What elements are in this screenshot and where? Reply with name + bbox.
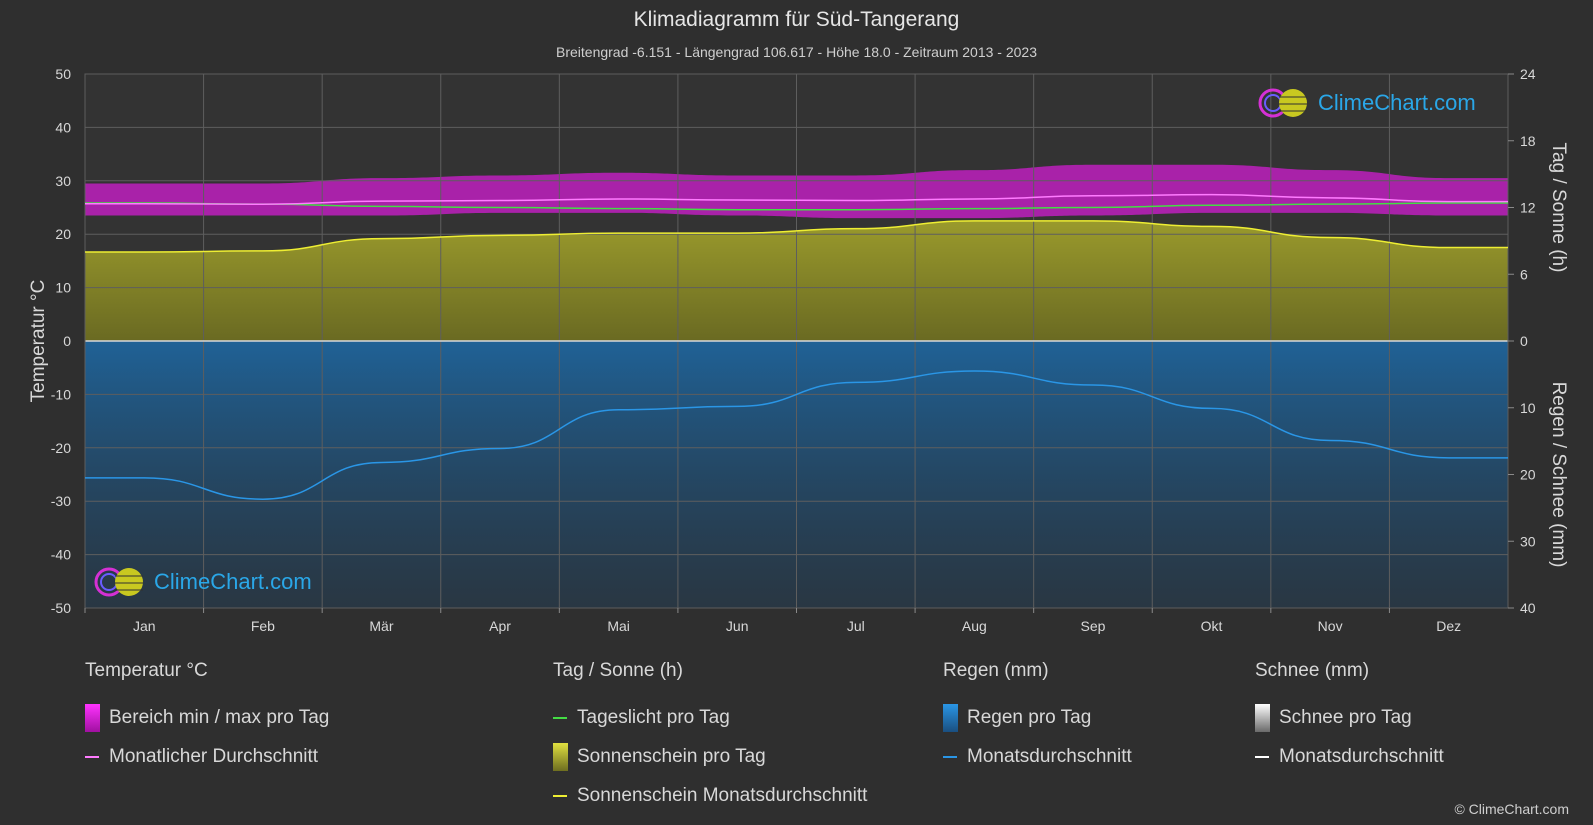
y-tick-label-temp: -30 <box>51 493 71 509</box>
y-tick-label-rain: 40 <box>1520 600 1536 616</box>
legend-swatch-sunshine-avg <box>553 794 567 797</box>
logo-text: ClimeChart.com <box>1318 90 1476 115</box>
legend-swatch-temp-range <box>85 703 100 732</box>
y-tick-label-rain: 10 <box>1520 400 1536 416</box>
legend-label: Monatsdurchschnitt <box>1279 745 1444 767</box>
daylight-line <box>85 202 1508 211</box>
climate-chart: 50 40 30 20 10 0 -10 -20 -30 -40 -50 24 18 12 6 0 10 20 30… <box>28 66 1569 634</box>
x-tick-label: Apr <box>489 618 511 634</box>
x-tick-label: Aug <box>962 618 987 634</box>
legend-label: Bereich min / max pro Tag <box>109 706 330 728</box>
legend-item-snow: Schnee pro Tag <box>1255 698 1444 737</box>
legend-heading-snow: Schnee (mm) <box>1255 660 1370 681</box>
legend-item-rain-avg: Monatsdurchschnitt <box>943 737 1132 776</box>
y-tick-label-rain: 30 <box>1520 533 1536 549</box>
legend-item-sunshine-avg: Sonnenschein Monatsdurchschnitt <box>553 776 867 815</box>
logo-bottom-left: ClimeChart.com <box>94 565 312 599</box>
x-tick-label: Mär <box>369 618 393 634</box>
legend-swatch-snow <box>1255 703 1270 732</box>
y-tick-label-temp: 20 <box>55 226 71 242</box>
legend-heading-sun: Tag / Sonne (h) <box>553 660 683 681</box>
y-axis-title-rain: Regen / Schnee (mm) <box>1548 382 1569 568</box>
copyright: © ClimeChart.com <box>1454 801 1569 817</box>
legend: Temperatur °C Bereich min / max pro Tag … <box>0 660 1593 825</box>
legend-snow: Schnee (mm) Schnee pro Tag Monatsdurchsc… <box>1255 660 1444 776</box>
y-tick-label-rain: 20 <box>1520 467 1536 483</box>
legend-label: Monatsdurchschnitt <box>967 745 1132 767</box>
y-tick-label-temp: -20 <box>51 440 71 456</box>
legend-label: Sonnenschein Monatsdurchschnitt <box>577 784 868 806</box>
logo-top-right: ClimeChart.com <box>1258 86 1476 120</box>
sunshine-avg-line <box>85 220 1508 253</box>
y-tick-label-temp: -50 <box>51 600 71 616</box>
legend-heading-temperature: Temperatur °C <box>85 660 208 681</box>
y-axis-title-temp: Temperatur °C <box>28 280 49 403</box>
legend-label: Tageslicht pro Tag <box>577 706 730 728</box>
chart-title: Klimadiagramm für Süd-Tangerang <box>633 8 960 31</box>
legend-swatch-temp-avg <box>85 755 99 758</box>
legend-temperature: Temperatur °C Bereich min / max pro Tag … <box>85 660 329 776</box>
temp-avg-line <box>85 193 1508 206</box>
legend-label: Regen pro Tag <box>967 706 1092 728</box>
legend-item-daylight: Tageslicht pro Tag <box>553 698 867 737</box>
chart-subtitle: Breitengrad -6.151 - Längengrad 106.617 … <box>556 44 1037 60</box>
legend-item-temp-avg: Monatlicher Durchschnitt <box>85 737 329 776</box>
x-tick-label: Dez <box>1436 618 1461 634</box>
legend-sun: Tag / Sonne (h) Tageslicht pro Tag Sonne… <box>553 660 867 815</box>
climechart-logo-icon <box>1258 88 1307 118</box>
x-tick-label: Feb <box>251 618 275 634</box>
y-tick-label-temp: 10 <box>55 280 71 296</box>
climechart-logo-icon <box>94 567 143 597</box>
legend-label: Sonnenschein pro Tag <box>577 745 766 767</box>
y-tick-label-temp: 30 <box>55 173 71 189</box>
y-tick-label-sun: 24 <box>1520 66 1536 82</box>
y-axis-title-sun: Tag / Sonne (h) <box>1548 143 1569 273</box>
y-tick-label-sun: 18 <box>1520 133 1536 149</box>
legend-swatch-daylight <box>553 716 567 719</box>
legend-item-snow-avg: Monatsdurchschnitt <box>1255 737 1444 776</box>
legend-rain: Regen (mm) Regen pro Tag Monatsdurchschn… <box>943 660 1132 776</box>
legend-swatch-rain-avg <box>943 755 957 758</box>
y-tick-label-temp: -40 <box>51 547 71 563</box>
y-tick-label-temp: 50 <box>55 66 71 82</box>
y-tick-label-temp: 0 <box>63 333 71 349</box>
x-tick-label: Okt <box>1201 618 1223 634</box>
legend-item-rain: Regen pro Tag <box>943 698 1132 737</box>
legend-swatch-rain <box>943 703 958 732</box>
x-tick-label: Jun <box>726 618 749 634</box>
x-tick-label: Jul <box>847 618 865 634</box>
y-tick-label-temp: 40 <box>55 119 71 135</box>
legend-swatch-snow-avg <box>1255 755 1269 758</box>
y-tick-label-temp: -10 <box>51 386 71 402</box>
legend-item-temp-range: Bereich min / max pro Tag <box>85 698 329 737</box>
legend-swatch-sunshine <box>553 742 568 771</box>
rain-avg-line <box>85 370 1509 500</box>
y-tick-label-sun: 0 <box>1520 333 1528 349</box>
legend-item-sunshine: Sonnenschein pro Tag <box>553 737 867 776</box>
y-tick-label-sun: 6 <box>1520 266 1528 282</box>
legend-heading-rain: Regen (mm) <box>943 660 1049 681</box>
x-tick-label: Jan <box>133 618 156 634</box>
legend-label: Schnee pro Tag <box>1279 706 1412 728</box>
legend-label: Monatlicher Durchschnitt <box>109 745 319 767</box>
x-tick-label: Sep <box>1080 618 1105 634</box>
x-tick-label: Nov <box>1318 618 1343 634</box>
logo-text: ClimeChart.com <box>154 569 312 594</box>
y-tick-label-sun: 12 <box>1520 200 1536 216</box>
x-tick-label: Mai <box>607 618 630 634</box>
